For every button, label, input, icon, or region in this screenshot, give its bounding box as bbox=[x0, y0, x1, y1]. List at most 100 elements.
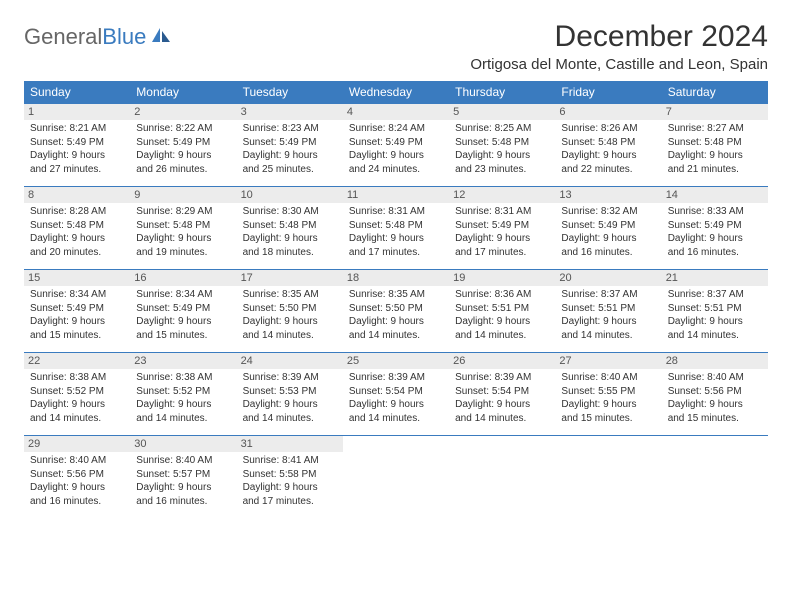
day-details: Sunrise: 8:31 AMSunset: 5:49 PMDaylight:… bbox=[455, 205, 549, 259]
day-cell: 8 Sunrise: 8:28 AMSunset: 5:48 PMDaylight… bbox=[24, 187, 130, 270]
location-text: Ortigosa del Monte, Castille and Leon, S… bbox=[470, 56, 768, 73]
day-cell: 16Sunrise: 8:34 AMSunset: 5:49 PMDayligh… bbox=[130, 270, 236, 353]
day-cell: 27 Sunrise: 8:40 AMSunset: 5:55 PMDayligh… bbox=[555, 353, 661, 436]
day-details: Sunrise: 8:35 AMSunset: 5:50 PMDaylight:… bbox=[349, 288, 443, 342]
calendar-table: Sunday Monday Tuesday Wednesday Thursday… bbox=[24, 81, 768, 518]
day-details: Sunrise: 8:36 AMSunset: 5:51 PMDaylight:… bbox=[455, 288, 549, 342]
week-row: 29Sunrise: 8:40 AMSunset: 5:56 PMDayligh… bbox=[24, 436, 768, 519]
day-details: Sunrise: 8:39 AMSunset: 5:54 PMDaylight:… bbox=[349, 371, 443, 425]
day-cell: 28 Sunrise: 8:40 AMSunset: 5:56 PMDayligh… bbox=[662, 353, 768, 436]
day-details: Sunrise: 8:31 AMSunset: 5:48 PMDaylight:… bbox=[349, 205, 443, 259]
day-cell: 19 Sunrise: 8:36 AMSunset: 5:51 PMDayligh… bbox=[449, 270, 555, 353]
day-details: Sunrise: 8:41 AMSunset: 5:58 PMDaylight:… bbox=[243, 454, 337, 508]
day-number: 3 bbox=[237, 104, 343, 120]
day-details: Sunrise: 8:35 AMSunset: 5:50 PMDaylight:… bbox=[243, 288, 337, 342]
day-number: 29 bbox=[24, 436, 130, 452]
day-number: 7 bbox=[662, 104, 768, 120]
day-number: 15 bbox=[24, 270, 130, 286]
day-details: Sunrise: 8:33 AMSunset: 5:49 PMDaylight:… bbox=[668, 205, 762, 259]
day-details: Sunrise: 8:30 AMSunset: 5:48 PMDaylight:… bbox=[243, 205, 337, 259]
day-details: Sunrise: 8:24 AMSunset: 5:49 PMDaylight:… bbox=[349, 122, 443, 176]
empty-cell bbox=[343, 436, 449, 519]
day-number: 24 bbox=[237, 353, 343, 369]
day-number: 30 bbox=[130, 436, 236, 452]
day-details: Sunrise: 8:22 AMSunset: 5:49 PMDaylight:… bbox=[136, 122, 230, 176]
day-number: 18 bbox=[343, 270, 449, 286]
day-details: Sunrise: 8:27 AMSunset: 5:48 PMDaylight:… bbox=[668, 122, 762, 176]
empty-cell bbox=[662, 436, 768, 519]
empty-cell bbox=[449, 436, 555, 519]
day-cell: 2 Sunrise: 8:22 AMSunset: 5:49 PMDaylight… bbox=[130, 104, 236, 187]
day-details: Sunrise: 8:37 AMSunset: 5:51 PMDaylight:… bbox=[561, 288, 655, 342]
month-title: December 2024 bbox=[470, 20, 768, 54]
day-cell: 20 Sunrise: 8:37 AMSunset: 5:51 PMDayligh… bbox=[555, 270, 661, 353]
day-cell: 4Sunrise: 8:24 AMSunset: 5:49 PMDaylight… bbox=[343, 104, 449, 187]
day-details: Sunrise: 8:40 AMSunset: 5:57 PMDaylight:… bbox=[136, 454, 230, 508]
day-cell: 5 Sunrise: 8:25 AMSunset: 5:48 PMDaylight… bbox=[449, 104, 555, 187]
weekday-header: Sunday bbox=[24, 81, 130, 104]
day-cell: 3 Sunrise: 8:23 AMSunset: 5:49 PMDaylight… bbox=[237, 104, 343, 187]
day-cell: 1 Sunrise: 8:21 AMSunset: 5:49 PMDaylight… bbox=[24, 104, 130, 187]
day-number: 19 bbox=[449, 270, 555, 286]
week-row: 1 Sunrise: 8:21 AMSunset: 5:49 PMDaylight… bbox=[24, 104, 768, 187]
day-number: 16 bbox=[130, 270, 236, 286]
day-details: Sunrise: 8:23 AMSunset: 5:49 PMDaylight:… bbox=[243, 122, 337, 176]
day-number: 2 bbox=[130, 104, 236, 120]
day-number: 28 bbox=[662, 353, 768, 369]
week-row: 15 Sunrise: 8:34 AMSunset: 5:49 PMDayligh… bbox=[24, 270, 768, 353]
day-details: Sunrise: 8:39 AMSunset: 5:53 PMDaylight:… bbox=[243, 371, 337, 425]
weekday-header: Saturday bbox=[662, 81, 768, 104]
day-number: 9 bbox=[130, 187, 236, 203]
day-number: 14 bbox=[662, 187, 768, 203]
day-number: 8 bbox=[24, 187, 130, 203]
week-row: 22 Sunrise: 8:38 AMSunset: 5:52 PMDayligh… bbox=[24, 353, 768, 436]
weekday-header: Tuesday bbox=[237, 81, 343, 104]
day-cell: 18 Sunrise: 8:35 AMSunset: 5:50 PMDayligh… bbox=[343, 270, 449, 353]
day-number: 11 bbox=[343, 187, 449, 203]
day-cell: 9 Sunrise: 8:29 AMSunset: 5:48 PMDaylight… bbox=[130, 187, 236, 270]
weekday-header: Thursday bbox=[449, 81, 555, 104]
day-number: 13 bbox=[555, 187, 661, 203]
sail-icon bbox=[150, 24, 172, 50]
day-details: Sunrise: 8:29 AMSunset: 5:48 PMDaylight:… bbox=[136, 205, 230, 259]
day-number: 26 bbox=[449, 353, 555, 369]
day-details: Sunrise: 8:37 AMSunset: 5:51 PMDaylight:… bbox=[668, 288, 762, 342]
week-row: 8 Sunrise: 8:28 AMSunset: 5:48 PMDaylight… bbox=[24, 187, 768, 270]
day-number: 31 bbox=[237, 436, 343, 452]
day-details: Sunrise: 8:21 AMSunset: 5:49 PMDaylight:… bbox=[30, 122, 124, 176]
logo: GeneralBlue bbox=[24, 20, 172, 50]
day-number: 10 bbox=[237, 187, 343, 203]
weekday-header-row: Sunday Monday Tuesday Wednesday Thursday… bbox=[24, 81, 768, 104]
day-cell: 7 Sunrise: 8:27 AMSunset: 5:48 PMDaylight… bbox=[662, 104, 768, 187]
day-cell: 26 Sunrise: 8:39 AMSunset: 5:54 PMDayligh… bbox=[449, 353, 555, 436]
logo-text-2: Blue bbox=[102, 24, 146, 50]
day-number: 12 bbox=[449, 187, 555, 203]
day-number: 27 bbox=[555, 353, 661, 369]
empty-cell bbox=[555, 436, 661, 519]
day-cell: 25Sunrise: 8:39 AMSunset: 5:54 PMDayligh… bbox=[343, 353, 449, 436]
day-details: Sunrise: 8:39 AMSunset: 5:54 PMDaylight:… bbox=[455, 371, 549, 425]
day-details: Sunrise: 8:34 AMSunset: 5:49 PMDaylight:… bbox=[30, 288, 124, 342]
day-cell: 14 Sunrise: 8:33 AMSunset: 5:49 PMDayligh… bbox=[662, 187, 768, 270]
day-cell: 31 Sunrise: 8:41 AMSunset: 5:58 PMDayligh… bbox=[237, 436, 343, 519]
day-details: Sunrise: 8:40 AMSunset: 5:56 PMDaylight:… bbox=[668, 371, 762, 425]
day-cell: 23Sunrise: 8:38 AMSunset: 5:52 PMDayligh… bbox=[130, 353, 236, 436]
day-details: Sunrise: 8:25 AMSunset: 5:48 PMDaylight:… bbox=[455, 122, 549, 176]
day-number: 22 bbox=[24, 353, 130, 369]
day-number: 6 bbox=[555, 104, 661, 120]
day-cell: 29Sunrise: 8:40 AMSunset: 5:56 PMDayligh… bbox=[24, 436, 130, 519]
day-number: 23 bbox=[130, 353, 236, 369]
day-cell: 17Sunrise: 8:35 AMSunset: 5:50 PMDayligh… bbox=[237, 270, 343, 353]
weekday-header: Wednesday bbox=[343, 81, 449, 104]
day-cell: 22 Sunrise: 8:38 AMSunset: 5:52 PMDayligh… bbox=[24, 353, 130, 436]
day-number: 1 bbox=[24, 104, 130, 120]
day-number: 20 bbox=[555, 270, 661, 286]
day-details: Sunrise: 8:40 AMSunset: 5:55 PMDaylight:… bbox=[561, 371, 655, 425]
day-cell: 12 Sunrise: 8:31 AMSunset: 5:49 PMDayligh… bbox=[449, 187, 555, 270]
day-number: 5 bbox=[449, 104, 555, 120]
logo-text-1: General bbox=[24, 24, 102, 50]
day-details: Sunrise: 8:28 AMSunset: 5:48 PMDaylight:… bbox=[30, 205, 124, 259]
day-details: Sunrise: 8:32 AMSunset: 5:49 PMDaylight:… bbox=[561, 205, 655, 259]
day-details: Sunrise: 8:38 AMSunset: 5:52 PMDaylight:… bbox=[30, 371, 124, 425]
calendar-body: 1 Sunrise: 8:21 AMSunset: 5:49 PMDaylight… bbox=[24, 104, 768, 519]
